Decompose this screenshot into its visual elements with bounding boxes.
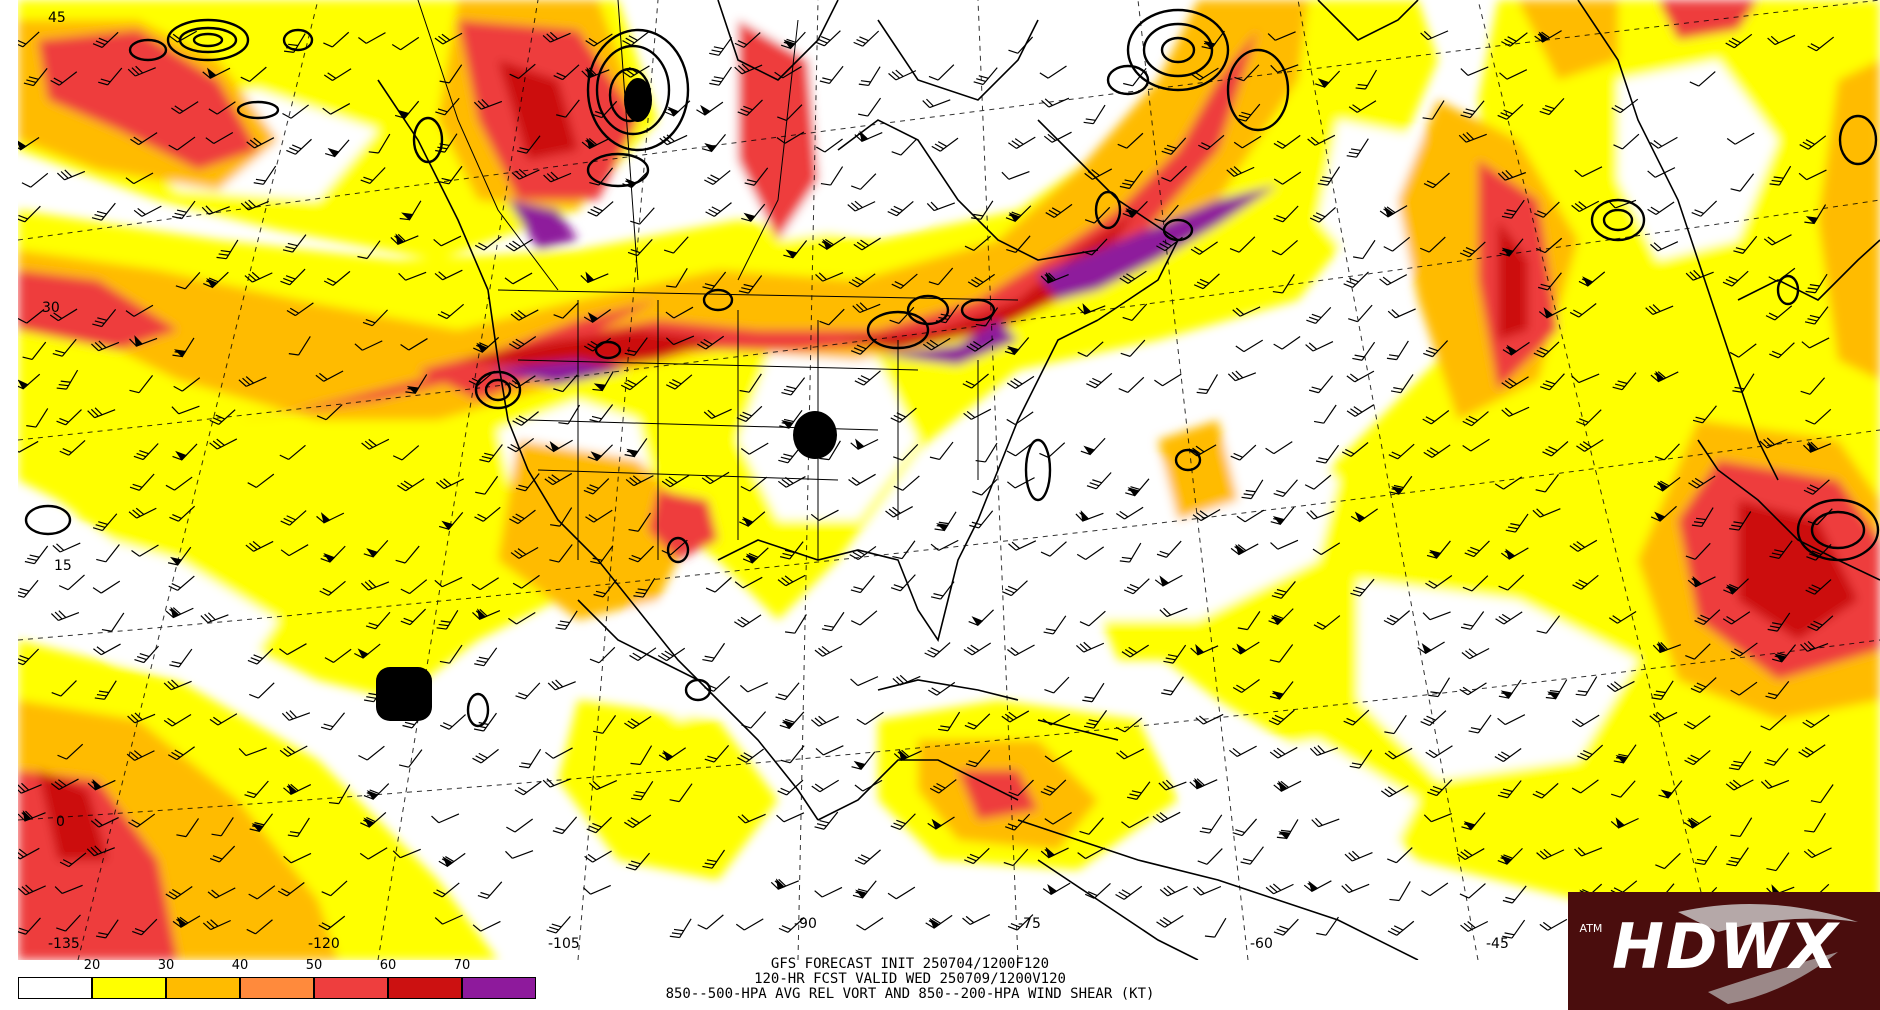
logo-swirl [1678, 904, 1858, 1004]
colorbar-tick: 50 [305, 958, 323, 973]
shear-map: -135 -120 -105 -90 -75 -60 -45 45 30 15 … [18, 0, 1880, 960]
lon-label: -45 [1486, 936, 1509, 952]
caption-line-field: 850--500-HPA AVG REL VORT AND 850--200-H… [665, 986, 1155, 1002]
map-canvas: -135 -120 -105 -90 -75 -60 -45 45 30 15 … [18, 0, 1880, 960]
hdwx-logo: ATM HDWX [1568, 892, 1880, 1010]
lon-label: -90 [794, 916, 817, 932]
colorbar-tick: 70 [453, 958, 471, 973]
lon-label: -75 [1018, 916, 1041, 932]
latitude-labels: 45 30 15 0 [42, 10, 72, 830]
colorbar-swatch [388, 977, 462, 999]
colorbar-tick: 60 [379, 958, 397, 973]
lat-lon-grid [18, 0, 1880, 960]
vorticity-contours [24, 8, 1880, 728]
longitude-labels: -135 -120 -105 -90 -75 -60 -45 [48, 916, 1509, 952]
colorbar-tick: 20 [83, 958, 101, 973]
lon-label: -120 [308, 936, 340, 952]
coastlines [377, 0, 1880, 960]
map-caption: GFS FORECAST INIT 250704/1200F120 120-HR… [560, 957, 1260, 1002]
shear-shading [18, 0, 1880, 960]
tamu-badge: ATM [1579, 922, 1603, 935]
colorbar-swatch [18, 977, 92, 999]
colorbar-tick: 30 [157, 958, 175, 973]
lat-label: 45 [48, 10, 66, 26]
caption-line-valid: 120-HR FCST VALID WED 250709/1200V120 [754, 971, 1066, 987]
wind-barbs [18, 30, 1835, 939]
colorbar-swatch [92, 977, 166, 999]
colorbar-swatch [462, 977, 536, 999]
lon-label: -60 [1250, 936, 1273, 952]
colorbar-swatch [240, 977, 314, 999]
lat-label: 30 [42, 300, 60, 316]
lon-label: -105 [548, 936, 580, 952]
shear-colorbar [18, 977, 546, 999]
lat-label: 15 [54, 558, 72, 574]
logo-text: HDWX [1612, 910, 1840, 983]
colorbar-swatch [314, 977, 388, 999]
lon-label: -135 [48, 936, 80, 952]
colorbar-tick: 40 [231, 958, 249, 973]
lat-label: 0 [56, 814, 65, 830]
colorbar-swatch [166, 977, 240, 999]
vorticity-maxima [376, 78, 837, 721]
caption-line-init: GFS FORECAST INIT 250704/1200F120 [770, 956, 1050, 972]
